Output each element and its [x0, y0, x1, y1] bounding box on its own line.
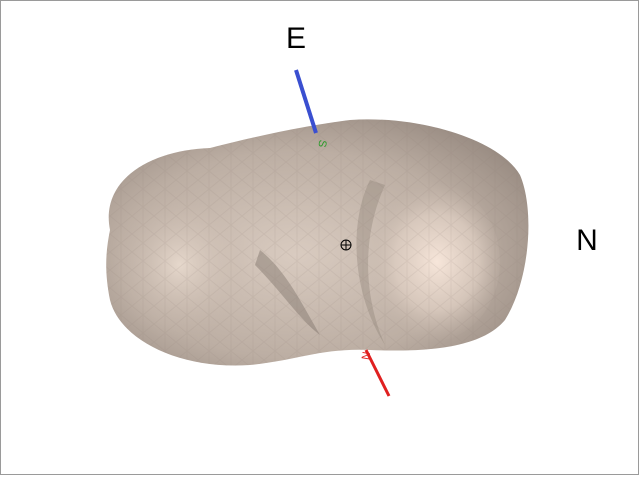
center-marker — [340, 239, 352, 251]
east-label: E — [286, 22, 306, 55]
north-label: N — [576, 224, 598, 257]
asteroid-model — [106, 119, 529, 366]
south-axis-label: S — [315, 139, 328, 148]
north-axis — [364, 349, 391, 397]
east-axis — [294, 69, 318, 134]
north-axis-label: N — [358, 351, 371, 361]
